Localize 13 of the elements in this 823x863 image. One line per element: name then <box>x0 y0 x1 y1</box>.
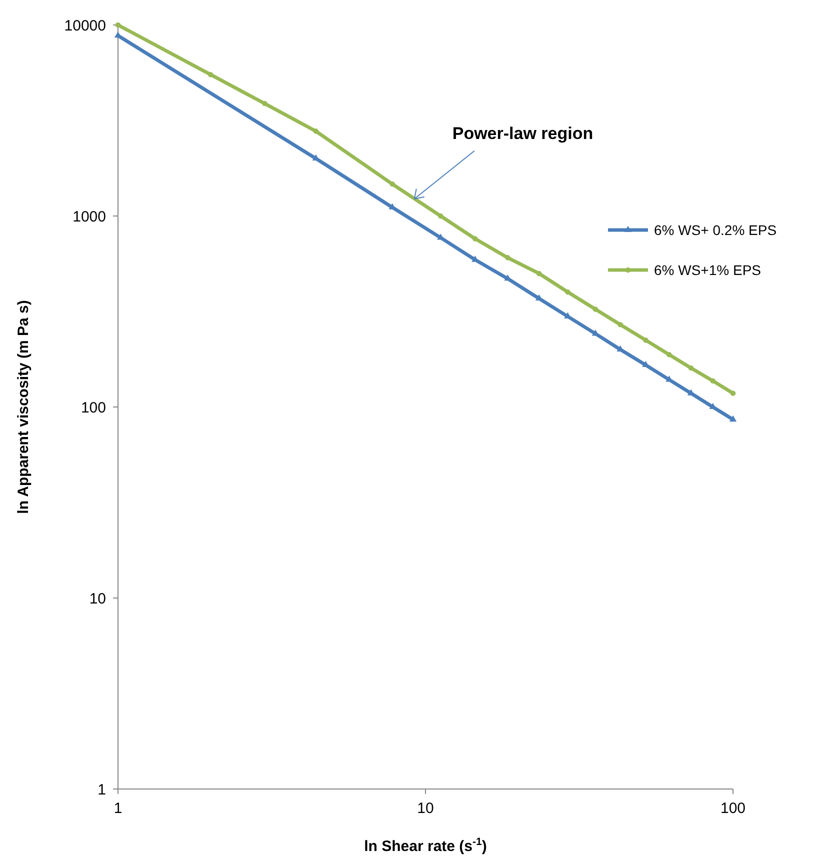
y-tick-label: 10 <box>89 590 106 608</box>
y-tick-label: 1 <box>98 781 106 798</box>
y-tick-label: 10000 <box>64 17 106 34</box>
x-tick-label: 1 <box>114 800 122 817</box>
legend-label: 6% WS+ 0.2% EPS <box>654 222 777 238</box>
legend-label: 6% WS+1% EPS <box>654 262 761 278</box>
y-tick-label: 1000 <box>72 208 106 226</box>
x-axis-title: ln Shear rate (s$^{-1}$) <box>364 836 487 855</box>
y-axis-title: ln Apparent viscosity (m Pa s) <box>15 300 32 514</box>
x-tick-label: 100 <box>720 800 746 817</box>
x-tick-label: 10 <box>417 800 434 817</box>
annotation: Power-law region <box>452 124 594 143</box>
y-tick-label: 100 <box>80 399 106 416</box>
